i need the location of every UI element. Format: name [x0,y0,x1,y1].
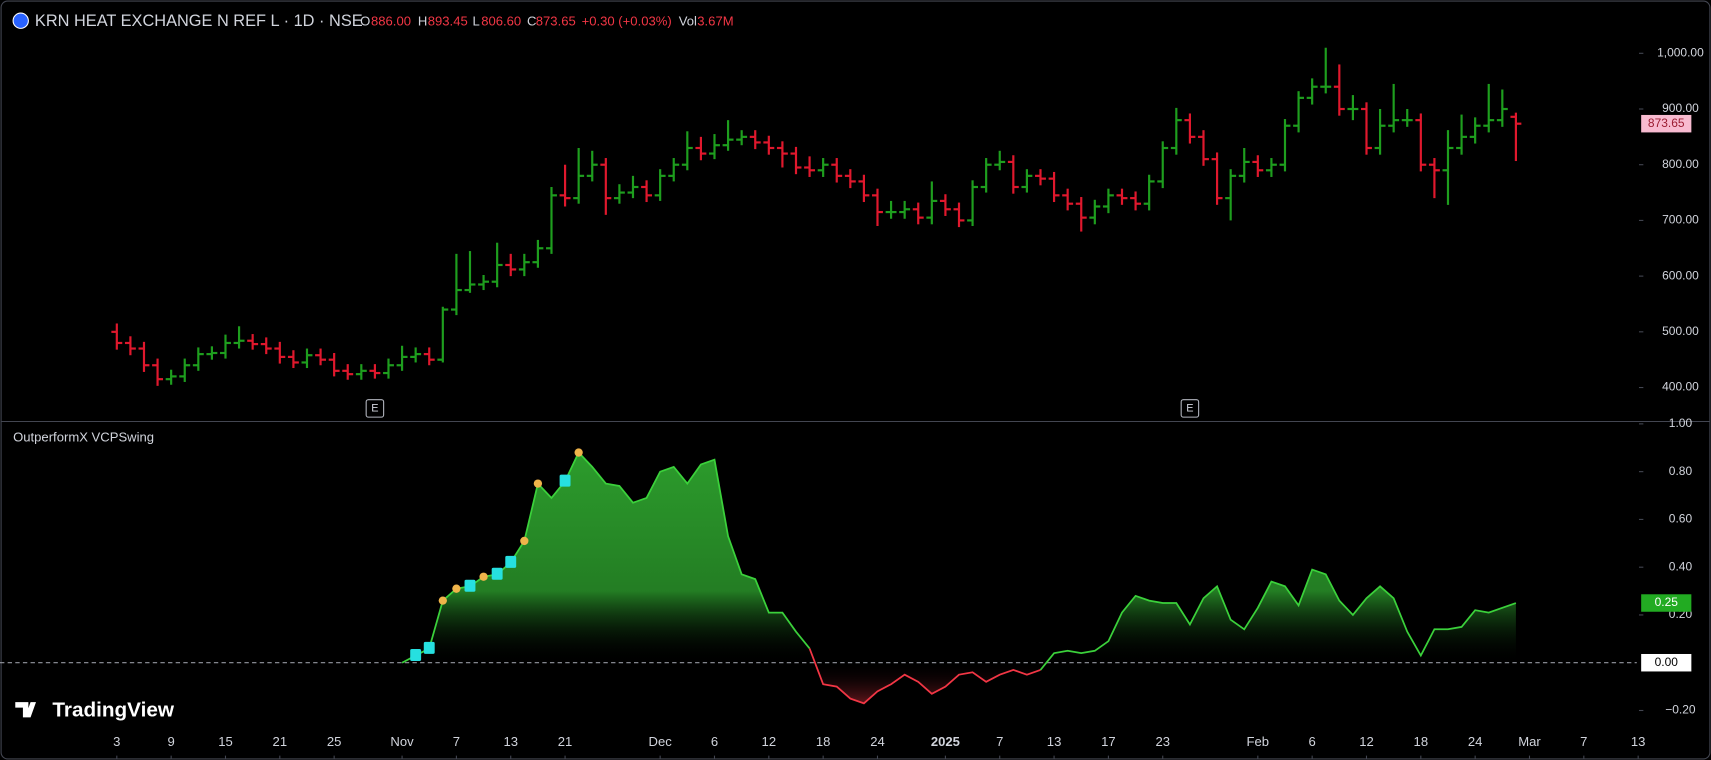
signal-flag [423,641,435,654]
x-tick-label: 15 [218,734,233,749]
x-tick-label: 21 [558,734,573,749]
signal-flag [505,555,517,568]
signal-dot [574,448,583,457]
y-tick-label: 400.00 [1662,380,1699,394]
y-tick-label: 800.00 [1662,157,1699,171]
x-tick-label: 7 [1580,734,1587,749]
volume-value: 3.67M [697,13,733,28]
signal-flag [410,649,422,662]
last-value-box [1641,594,1692,612]
y-tick-label: 1.00 [1669,416,1693,430]
y-tick-label: 0.80 [1669,464,1693,478]
event-marker [365,399,385,418]
symbol-title: KRN HEAT EXCHANGE N REF L · 1D · NSE [35,12,363,30]
signal-dot [520,536,529,546]
signal-dot [438,596,447,605]
y-tick-label: 700.00 [1662,213,1699,227]
y-tick-label: 900.00 [1662,101,1699,115]
y-tick-label: −0.20 [1665,703,1696,717]
x-tick-label: 18 [1414,734,1429,749]
x-tick-label: Feb [1247,734,1270,749]
event-label: E [371,402,378,414]
signal-dot [479,572,488,581]
brand-logo [15,702,37,718]
signal-dot [533,479,543,488]
last-price-label: 873.65 [1648,116,1685,130]
x-tick-label: 13 [1047,734,1062,749]
x-tick-label: 17 [1101,734,1116,749]
ohlc-label: H [418,13,427,28]
signal-dot [452,584,461,593]
signal-flag [464,579,476,592]
x-tick-label: Dec [649,734,673,749]
volume-label: Vol [679,13,697,28]
x-tick-label: 24 [1468,734,1483,749]
event-marker [1180,399,1200,418]
symbol-icon [12,12,29,29]
x-tick-label: 21 [273,734,288,749]
indicator-line [1039,568,1517,671]
y-tick-label: 0.60 [1669,512,1693,526]
x-tick-label: 18 [816,734,831,749]
x-tick-label: 2025 [931,734,960,749]
ohlc-label: L [472,13,479,28]
x-tick-label: 12 [1359,734,1374,749]
ohlc-label: C [527,13,536,28]
ohlc-label: O [360,13,370,28]
x-tick-label: 9 [168,734,175,749]
x-tick-label: 13 [1631,734,1646,749]
change: +0.30 (+0.03%) [582,13,672,28]
x-tick-label: 12 [762,734,777,749]
ohlc-value: 893.45 [428,13,468,28]
signal-flag [559,474,571,487]
ohlc-value: 886.00 [371,13,411,28]
y-tick-label: 600.00 [1662,268,1699,282]
x-tick-label: 6 [1309,734,1316,749]
ohlc-value: 873.65 [536,13,576,28]
x-tick-label: Nov [390,734,414,749]
event-label: E [1186,402,1193,414]
y-tick-label: 500.00 [1662,324,1699,338]
x-tick-label: 24 [870,734,885,749]
brand: TradingView [52,698,175,721]
last-price-box [1641,114,1692,133]
x-tick-label: 25 [327,734,342,749]
ohlc-value: 806.60 [481,13,521,28]
indicator-title: OutperformX VCPSwing [13,429,154,444]
last-value-label: 0.25 [1655,595,1679,609]
zero-label-box [1641,653,1692,672]
x-tick-label: 6 [711,734,718,749]
zero-label: 0.00 [1655,655,1679,669]
signal-flag [491,567,503,580]
y-tick-label: 0.40 [1669,559,1693,573]
x-tick-label: Mar [1518,734,1541,749]
x-tick-label: 7 [996,734,1003,749]
x-tick-label: 3 [113,734,120,749]
x-tick-label: 23 [1155,734,1170,749]
y-tick-label: 1,000.00 [1657,45,1704,59]
area-fill [402,452,1516,704]
x-tick-label: 7 [453,734,460,749]
indicator-line [808,648,1041,705]
x-tick-label: 13 [503,734,518,749]
